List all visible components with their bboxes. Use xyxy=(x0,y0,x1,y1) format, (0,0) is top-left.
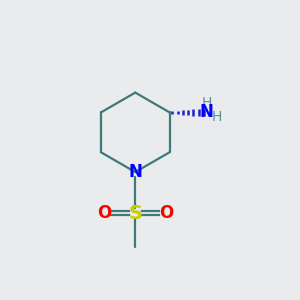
Text: H: H xyxy=(212,110,222,124)
Text: O: O xyxy=(97,204,112,222)
Text: N: N xyxy=(200,103,213,122)
Text: S: S xyxy=(128,204,142,223)
Text: O: O xyxy=(159,204,173,222)
Text: N: N xyxy=(128,163,142,181)
Text: H: H xyxy=(201,96,212,110)
